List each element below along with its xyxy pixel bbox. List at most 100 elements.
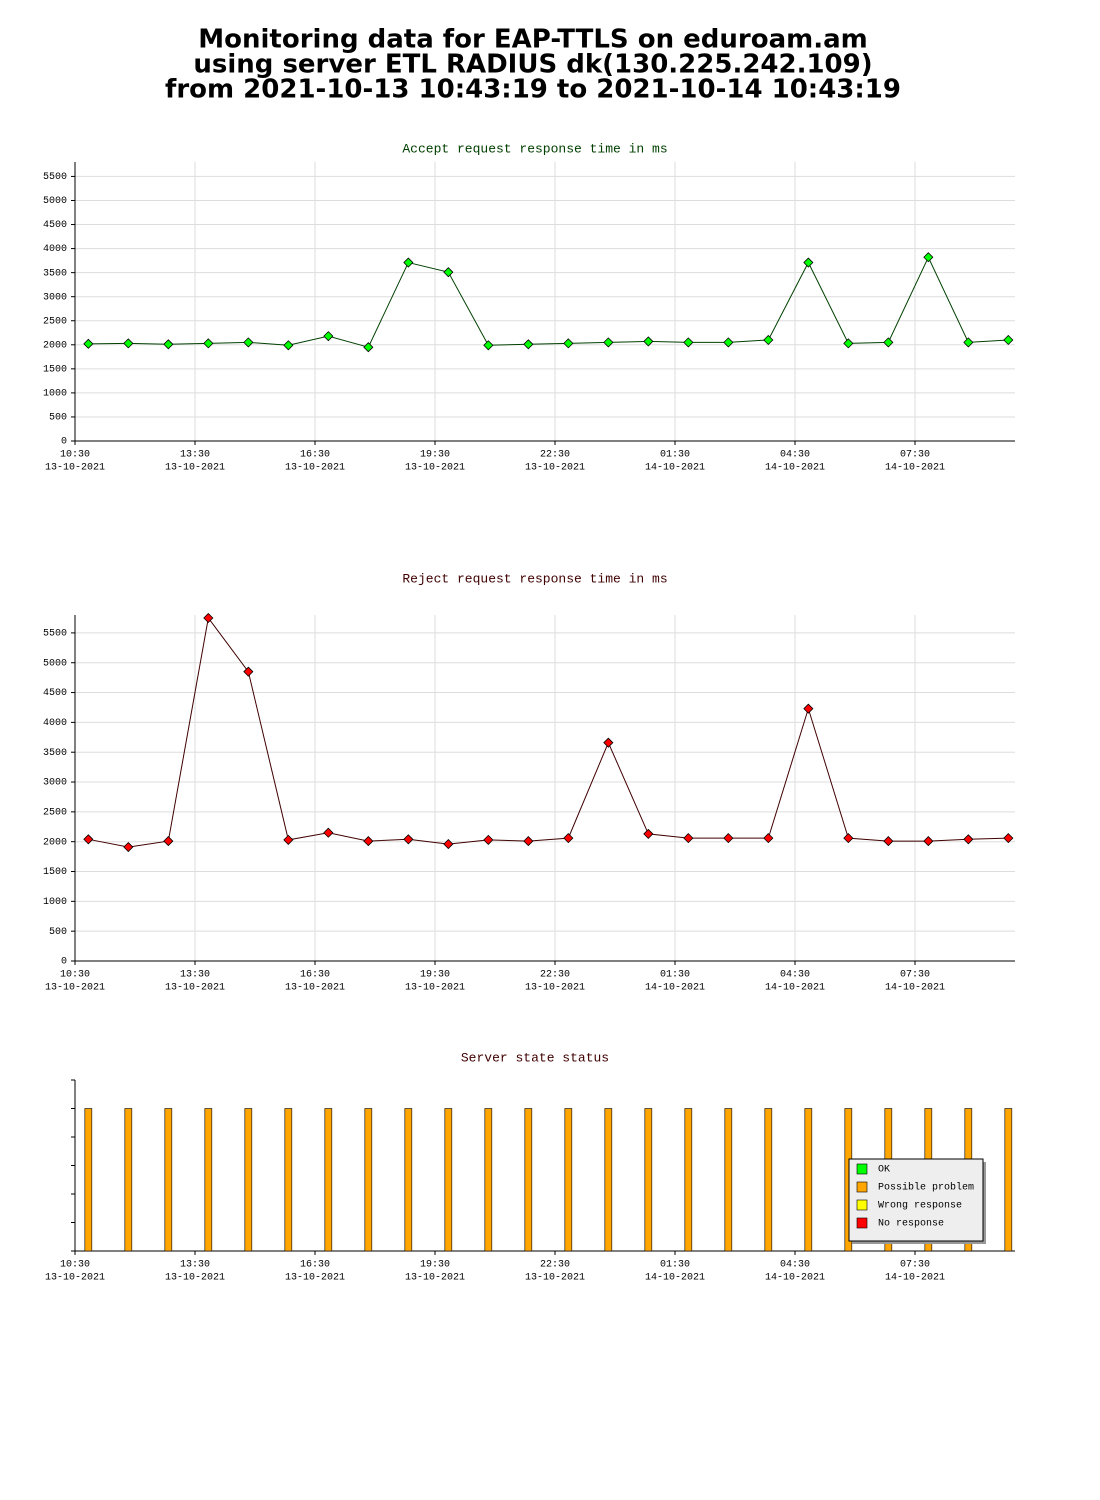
x-tick-label: 14-10-2021 — [765, 983, 825, 994]
x-tick-label: 13:30 — [180, 450, 210, 461]
data-point — [883, 337, 894, 348]
y-tick-label: 5500 — [43, 172, 67, 183]
data-point — [923, 252, 934, 263]
x-tick-label: 04:30 — [780, 450, 810, 461]
data-point — [923, 836, 934, 847]
x-tick-label: 14-10-2021 — [765, 463, 825, 474]
legend-swatch — [856, 1217, 868, 1229]
y-tick-label: 3000 — [43, 778, 67, 789]
legend-label: OK — [878, 1165, 890, 1176]
bar — [804, 1108, 813, 1252]
chart-title: Server state status — [461, 1050, 609, 1065]
y-tick-label: 2000 — [43, 340, 67, 351]
x-tick-label: 13-10-2021 — [525, 983, 585, 994]
x-tick-label: 13-10-2021 — [45, 1273, 105, 1284]
y-tick-label: 3500 — [43, 268, 67, 279]
y-tick-label: 5000 — [43, 196, 67, 207]
x-tick-label: 22:30 — [540, 1260, 570, 1271]
data-point — [883, 836, 894, 847]
x-tick-label: 07:30 — [900, 1260, 930, 1271]
y-tick-label: 4000 — [43, 718, 67, 729]
data-point — [603, 337, 614, 348]
legend-swatch — [856, 1199, 868, 1211]
data-line — [88, 616, 1009, 848]
data-point — [523, 339, 534, 350]
legend-label: No response — [878, 1219, 944, 1230]
data-point — [803, 703, 814, 714]
y-tick-label: 500 — [49, 927, 67, 938]
bar — [604, 1108, 613, 1252]
x-tick-label: 22:30 — [540, 450, 570, 461]
data-point — [83, 834, 94, 845]
x-tick-label: 14-10-2021 — [885, 983, 945, 994]
bar — [404, 1108, 413, 1252]
y-tick-label: 1000 — [43, 389, 67, 400]
y-tick-label: 4500 — [43, 220, 67, 231]
bar — [324, 1108, 333, 1252]
y-tick-label: 3000 — [43, 292, 67, 303]
y-tick-label: 1500 — [43, 364, 67, 375]
data-point — [283, 834, 294, 845]
y-tick-label: 5500 — [43, 629, 67, 640]
bar — [764, 1108, 773, 1252]
main-title: using server ETL RADIUS dk(130.225.242.1… — [193, 50, 872, 80]
data-point — [243, 666, 254, 677]
x-tick-label: 13-10-2021 — [405, 1273, 465, 1284]
data-point — [523, 836, 534, 847]
y-tick-label: 2500 — [43, 808, 67, 819]
data-point — [243, 337, 254, 348]
data-point — [323, 827, 334, 838]
data-point — [163, 836, 174, 847]
bar — [484, 1108, 493, 1252]
legend-swatch — [856, 1181, 868, 1193]
y-tick-label: 0 — [61, 957, 67, 968]
data-point — [323, 331, 334, 342]
data-point — [483, 340, 494, 351]
data-point — [363, 836, 374, 847]
legend-box — [848, 1158, 984, 1242]
data-line — [88, 256, 1009, 348]
data-point — [403, 257, 414, 268]
data-point — [163, 339, 174, 350]
bar — [724, 1108, 733, 1252]
x-tick-label: 14-10-2021 — [645, 1273, 705, 1284]
bar — [284, 1108, 293, 1252]
x-tick-label: 13-10-2021 — [285, 1273, 345, 1284]
main-title: from 2021-10-13 10:43:19 to 2021-10-14 1… — [165, 75, 901, 105]
x-tick-label: 16:30 — [300, 1260, 330, 1271]
data-point — [603, 737, 614, 748]
data-point — [963, 337, 974, 348]
data-point — [203, 338, 214, 349]
data-point — [683, 833, 694, 844]
legend-label: Possible problem — [878, 1182, 974, 1194]
bar — [124, 1108, 133, 1252]
bar — [84, 1108, 93, 1252]
x-tick-label: 07:30 — [900, 970, 930, 981]
x-tick-label: 22:30 — [540, 970, 570, 981]
x-tick-label: 10:30 — [60, 1260, 90, 1271]
data-point — [843, 338, 854, 349]
data-point — [643, 828, 654, 840]
x-tick-label: 13-10-2021 — [405, 983, 465, 994]
data-point — [1003, 833, 1014, 844]
legend-label: Wrong response — [878, 1201, 962, 1212]
data-point — [203, 612, 214, 624]
x-tick-label: 16:30 — [300, 970, 330, 981]
x-tick-label: 14-10-2021 — [645, 463, 705, 474]
data-point — [363, 342, 374, 353]
bar — [244, 1108, 253, 1252]
data-point — [563, 833, 574, 844]
y-tick-label: 1000 — [43, 897, 67, 908]
x-tick-label: 13-10-2021 — [285, 983, 345, 994]
data-point — [563, 338, 574, 349]
x-tick-label: 13-10-2021 — [165, 983, 225, 994]
data-point — [763, 334, 774, 346]
x-tick-label: 13-10-2021 — [525, 463, 585, 474]
x-tick-label: 19:30 — [420, 970, 450, 981]
data-point — [443, 267, 454, 278]
x-tick-label: 13-10-2021 — [525, 1273, 585, 1284]
x-tick-label: 10:30 — [60, 970, 90, 981]
data-point — [483, 834, 494, 845]
data-point — [963, 834, 974, 845]
